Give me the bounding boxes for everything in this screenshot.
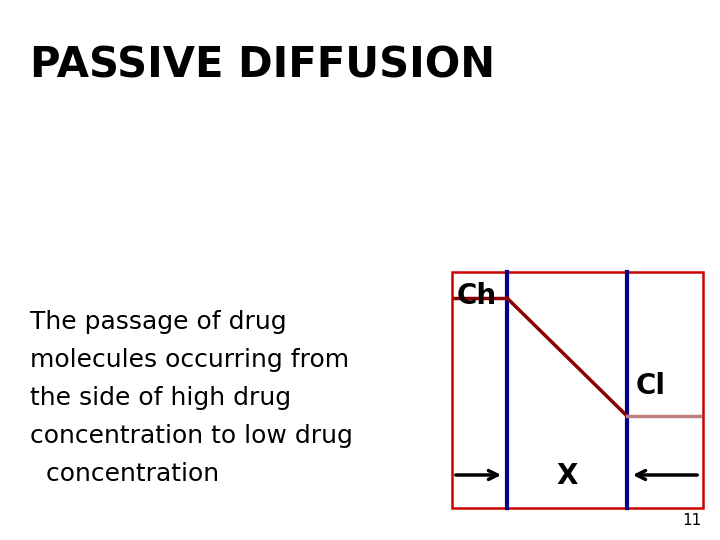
Text: X: X (557, 462, 577, 490)
Text: Ch: Ch (457, 282, 497, 310)
Text: The passage of drug: The passage of drug (30, 310, 287, 334)
Text: concentration to low drug: concentration to low drug (30, 424, 353, 448)
Text: concentration: concentration (30, 462, 219, 486)
Text: the side of high drug: the side of high drug (30, 386, 291, 410)
Text: 11: 11 (683, 513, 702, 528)
Bar (452, 272, 703, 508)
Text: Cl: Cl (636, 372, 666, 400)
Text: PASSIVE DIFFUSION: PASSIVE DIFFUSION (30, 45, 495, 87)
Text: molecules occurring from: molecules occurring from (30, 348, 349, 372)
